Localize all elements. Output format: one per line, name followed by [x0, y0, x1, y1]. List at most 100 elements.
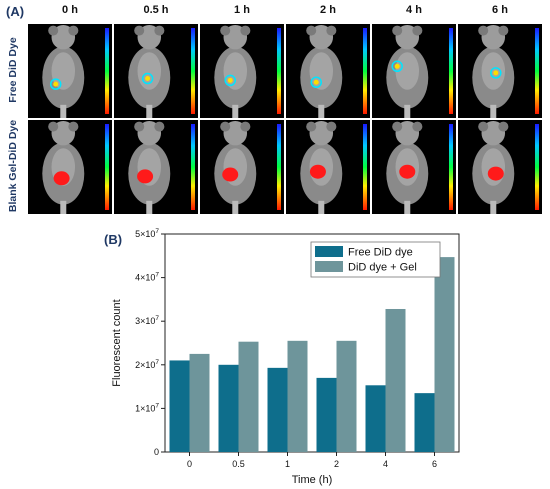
mouse-ear	[68, 121, 79, 132]
mouse-tail	[60, 104, 67, 118]
mouse-ear	[48, 25, 59, 36]
mouse-ear	[240, 25, 251, 36]
y-tick-label: 0	[154, 447, 159, 457]
mouse-image-tile	[372, 24, 456, 118]
mouse-ear	[220, 121, 231, 132]
mouse-tail	[404, 200, 411, 214]
color-scale-bar	[105, 124, 109, 210]
mouse-belly	[481, 52, 506, 90]
row-label: Blank Gel-DiD Dye	[7, 119, 19, 213]
fluorescence-spot	[490, 67, 502, 79]
color-scale-bar	[363, 28, 367, 114]
bar-did-gel	[238, 341, 259, 452]
fluorescence-core	[394, 63, 400, 69]
panel-a-label: (A)	[6, 4, 25, 19]
mouse-image-tile	[372, 120, 456, 214]
bar-did-gel	[385, 308, 406, 452]
fluorescence-core	[53, 81, 59, 87]
mouse-image-tile	[28, 24, 112, 118]
mouse-tail	[404, 104, 411, 118]
legend-label: DiD dye + Gel	[348, 262, 417, 274]
bar-did-gel	[434, 257, 455, 452]
y-tick-label: 5×107	[135, 228, 159, 239]
legend-label: Free DiD dye	[348, 247, 413, 259]
row-label: Free DiD Dye	[7, 37, 19, 103]
bar-free-did	[218, 364, 239, 452]
fluorescence-spot	[224, 74, 236, 87]
color-scale-bar	[535, 124, 539, 210]
mouse-ear	[134, 25, 145, 36]
y-tick-label: 4×107	[135, 272, 159, 283]
x-tick-label: 1	[285, 459, 290, 469]
mouse-ear	[306, 121, 317, 132]
mouse-ear	[392, 25, 403, 36]
y-tick-label: 1×107	[135, 402, 159, 413]
mouse-ear	[412, 121, 423, 132]
mouse-ear	[478, 25, 489, 36]
bar-did-gel	[189, 353, 210, 452]
mouse-ear	[498, 25, 509, 36]
mouse-ear	[154, 121, 165, 132]
fluorescence-spot	[487, 166, 504, 181]
x-axis-title: Time (h)	[292, 474, 333, 486]
timepoint-label: 1 h	[234, 4, 250, 16]
bar-free-did	[169, 360, 190, 452]
color-scale-bar	[363, 124, 367, 210]
mouse-image-tile	[458, 120, 542, 214]
x-tick-label: 4	[383, 459, 388, 469]
mouse-tail	[146, 200, 153, 214]
mouse-belly	[395, 52, 420, 90]
color-scale-bar	[535, 28, 539, 114]
color-scale-bar	[277, 28, 281, 114]
bar-free-did	[365, 385, 386, 452]
mouse-belly	[137, 52, 162, 90]
mouse-ear	[412, 25, 423, 36]
mouse-ear	[326, 25, 337, 36]
mouse-image-tile	[286, 120, 370, 214]
mouse-image-tile	[200, 120, 284, 214]
mouse-tail	[232, 200, 239, 214]
mouse-image-tile	[286, 24, 370, 118]
mouse-tail	[318, 200, 325, 214]
mouse-ear	[478, 121, 489, 132]
mouse-ear	[220, 25, 231, 36]
mouse-ear	[48, 121, 59, 132]
mouse-belly	[51, 52, 76, 90]
plot-frame	[164, 233, 460, 453]
y-tick-label: 2×107	[135, 359, 159, 370]
legend-swatch	[315, 246, 343, 257]
bar-did-gel	[287, 340, 308, 452]
mouse-tail	[490, 104, 497, 118]
mouse-image-tile	[114, 120, 198, 214]
y-axis-title: Fluorescent count	[111, 299, 123, 386]
mouse-tail	[232, 104, 239, 118]
color-scale-bar	[277, 124, 281, 210]
mouse-tail	[318, 104, 325, 118]
timepoint-label: 0.5 h	[143, 4, 169, 16]
fluorescence-spot	[53, 171, 70, 186]
fluorescence-core	[493, 70, 499, 76]
mouse-ear	[154, 25, 165, 36]
mouse-image-tile	[458, 24, 542, 118]
fluorescence-spot	[399, 164, 416, 179]
x-tick-label: 0	[187, 459, 192, 469]
bar-free-did	[414, 393, 435, 452]
bar-chart: 0 0.5 1 2 4 6 0 1×107 2×107 3×107 4×107 5×107 Time (…	[111, 228, 460, 486]
fluorescence-spot	[49, 78, 62, 90]
fluorescence-spot	[309, 164, 326, 179]
bar-free-did	[267, 367, 288, 452]
mouse-ear	[134, 121, 145, 132]
mouse-ear	[326, 121, 337, 132]
timepoint-label: 2 h	[320, 4, 336, 16]
bar-did-gel	[336, 340, 357, 452]
mouse-ear	[392, 121, 403, 132]
fluorescence-spot	[141, 72, 154, 85]
mouse-ear	[498, 121, 509, 132]
mouse-image-tile	[200, 24, 284, 118]
mouse-tail	[490, 200, 497, 214]
x-tick-label: 6	[432, 459, 437, 469]
bar-free-did	[316, 377, 337, 452]
fluorescence-core	[145, 76, 151, 82]
color-scale-bar	[105, 28, 109, 114]
timepoint-label: 0 h	[62, 4, 78, 16]
